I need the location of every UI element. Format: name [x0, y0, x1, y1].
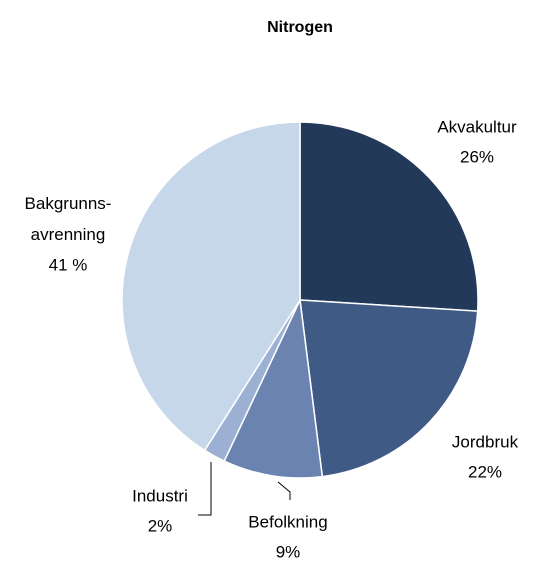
slice-value-label: 41 %: [49, 255, 88, 274]
chart-title: Nitrogen: [267, 19, 333, 36]
slice-value-label: 26%: [460, 147, 494, 166]
slice-value-label: 9%: [276, 542, 301, 561]
slice-label: Befolkning: [248, 512, 327, 531]
pie-slice: [299, 121, 479, 312]
pie-slice: [121, 121, 301, 452]
slice-value-label: 22%: [468, 462, 502, 481]
pie: [121, 121, 479, 479]
slice-label: Industri: [132, 486, 188, 505]
slice-label: Jordbruk: [452, 432, 519, 451]
leader-line: [198, 462, 212, 516]
slice-value-label: 2%: [148, 516, 173, 535]
leader-line: [277, 481, 291, 500]
pie-slice: [299, 299, 479, 478]
pie-slice: [223, 297, 324, 479]
slice-label: Akvakultur: [437, 117, 517, 136]
slice-label: Bakgrunns-avrenning: [25, 194, 112, 244]
